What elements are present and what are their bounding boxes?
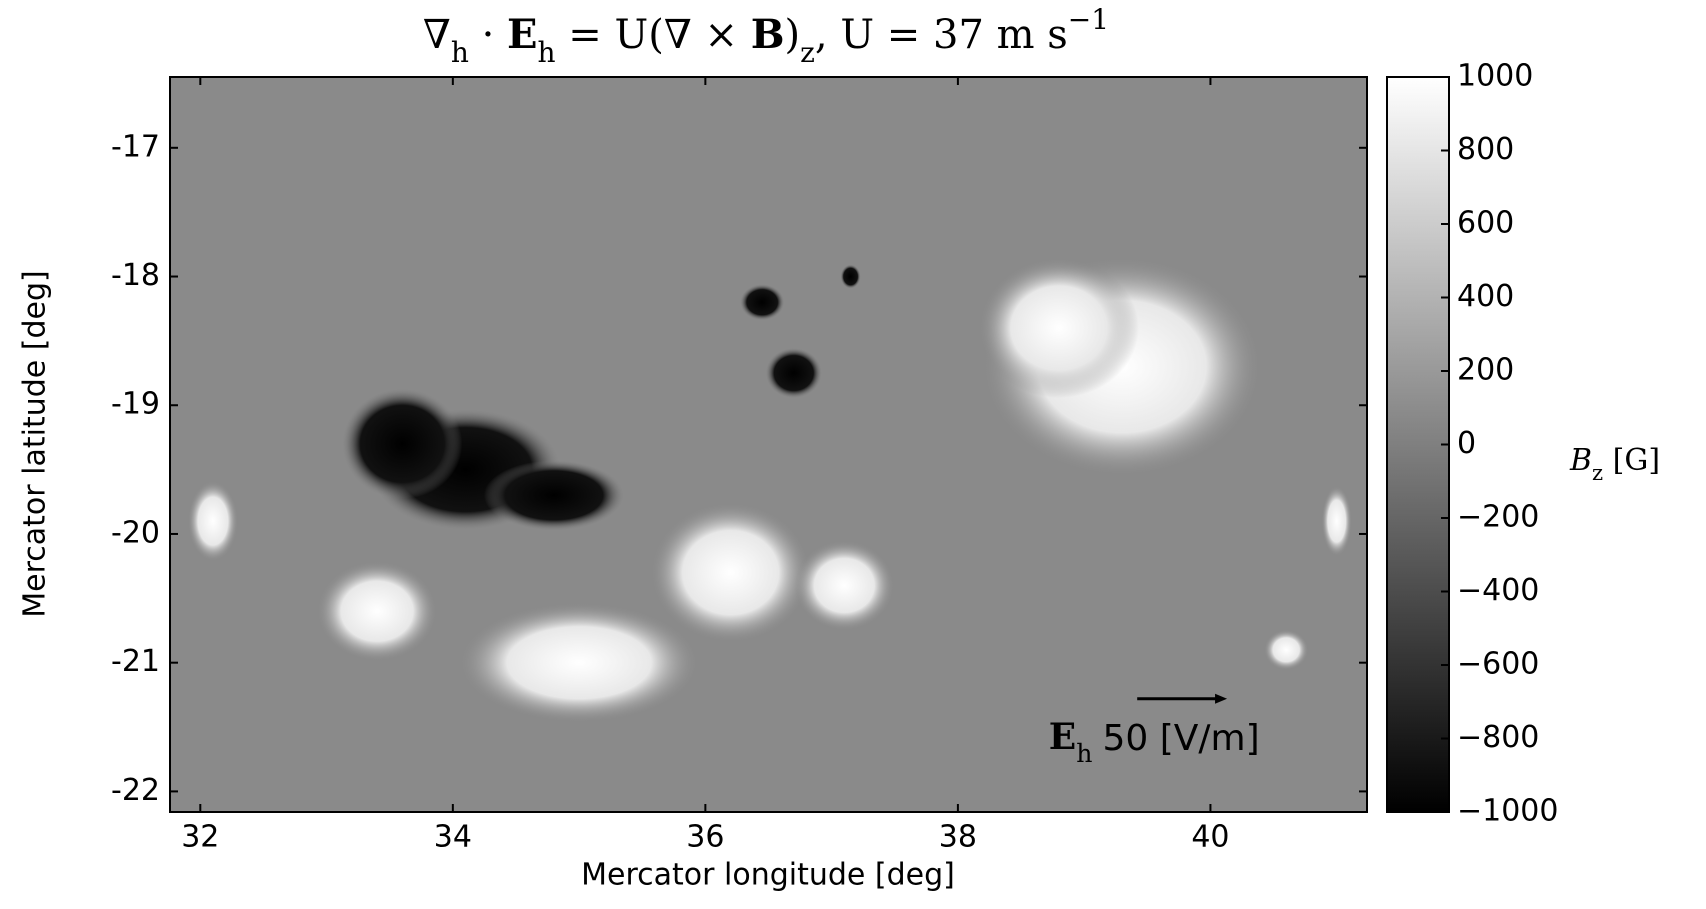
y-tick-label: -19 (111, 387, 160, 422)
field-feature (483, 460, 624, 531)
field-feature (342, 388, 463, 499)
field-feature (740, 284, 785, 321)
y-tick-label: -17 (111, 129, 160, 164)
quiver-key-value: 50 [V/m] (1102, 718, 1259, 759)
colorbar-tick-label: 1000 (1457, 59, 1533, 94)
colorbar-tick-label: −200 (1457, 500, 1539, 535)
field-feature (459, 602, 700, 723)
text-part: h (538, 36, 556, 69)
x-tick-label: 34 (434, 820, 472, 855)
plot-area (170, 77, 1367, 812)
y-tick-label: -20 (111, 515, 160, 550)
field-feature (765, 348, 822, 399)
text-part: B (751, 11, 785, 58)
x-tick-label: 38 (939, 820, 977, 855)
colorbar-tick-label: −600 (1457, 647, 1539, 682)
field-feature (187, 481, 238, 562)
text-part: z (1592, 461, 1603, 485)
plot-frame (169, 76, 1368, 813)
colorbar-tick-label: −800 (1457, 720, 1539, 755)
colorbar-tick-label: 200 (1457, 353, 1514, 388)
colorbar-tick-label: 0 (1457, 426, 1476, 461)
colorbar (1386, 76, 1450, 813)
x-axis-label: Mercator longitude [deg] (581, 858, 955, 893)
y-axis-label: Mercator latitude [deg] (18, 270, 53, 617)
x-tick-label: 36 (686, 820, 724, 855)
field-feature (978, 258, 1139, 399)
text-part: E (507, 11, 538, 58)
y-tick-label: -22 (111, 773, 160, 808)
text-part: · (469, 12, 507, 58)
colorbar-tick-label: 800 (1457, 132, 1514, 167)
text-part: , U = 37 m s (815, 12, 1068, 58)
text-part: −1 (1068, 3, 1109, 36)
x-tick-label: 40 (1191, 820, 1229, 855)
colorbar-tick-label: −1000 (1457, 794, 1558, 829)
text-part: ∇ (423, 12, 451, 58)
chart-title: ∇h · Eh = U(∇ × B)z, U = 37 m s−1 (423, 3, 1109, 69)
colorbar-tick-label: −400 (1457, 573, 1539, 608)
y-tick-label: -18 (111, 258, 160, 293)
text-part: h (451, 36, 469, 69)
text-part: = U(∇ × (556, 12, 751, 58)
x-tick-label: 32 (181, 820, 219, 855)
text-part: B (1569, 443, 1592, 478)
field-feature (840, 264, 861, 289)
text-part: [G] (1603, 443, 1660, 478)
field-feature (1264, 629, 1309, 670)
colorbar-tick-label: 600 (1457, 206, 1514, 241)
text-part: z (800, 36, 815, 69)
y-tick-label: -21 (111, 644, 160, 679)
field-feature (1321, 486, 1352, 557)
colorbar-tick-label: 400 (1457, 279, 1514, 314)
quiver-key-arrowhead (1215, 693, 1228, 704)
text-part: E (1049, 716, 1076, 758)
field-feature (650, 502, 811, 643)
field-feature (317, 561, 438, 662)
text-part: ) (785, 12, 801, 58)
colorbar-label: Bz [G] (1569, 443, 1660, 485)
field-feature (794, 540, 895, 631)
quiver-key-label: Eh 50 [V/m] (1049, 716, 1260, 768)
text-part: h (1076, 738, 1092, 767)
